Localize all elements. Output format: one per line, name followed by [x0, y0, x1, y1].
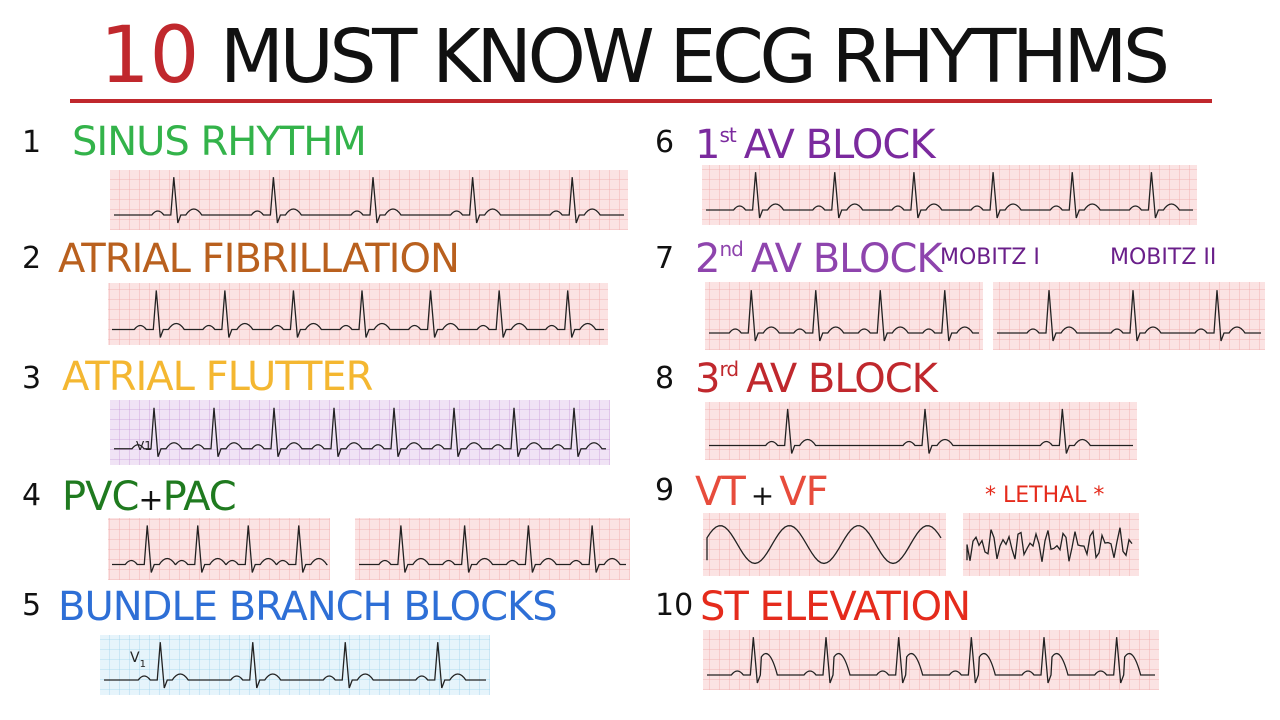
title: MUST KNOW ECG RHYTHMS [220, 14, 1170, 100]
annotation: MOBITZ I [940, 245, 1040, 270]
item-label: 1st AV BLOCK [695, 122, 937, 168]
ecg-trace [104, 642, 486, 689]
title-number: 10 [100, 11, 199, 101]
item-number: 5 [22, 588, 41, 623]
item-number: 1 [22, 125, 41, 160]
lead-label: V1 [136, 439, 152, 453]
item-number: 4 [22, 478, 41, 513]
ecg-trace [706, 525, 942, 565]
ecg-trace [997, 290, 1261, 342]
ecg-strip [963, 513, 1139, 576]
ecg-strip [703, 513, 946, 576]
annotation: MOBITZ II [1110, 245, 1216, 270]
item-label: 3rd AV BLOCK [695, 356, 940, 402]
ecg-trace [709, 408, 1133, 454]
item-number: 7 [655, 241, 674, 276]
ecg-strip [355, 518, 630, 580]
ecg-trace [359, 525, 626, 573]
item-number: 3 [22, 361, 41, 396]
item-label: BUNDLE BRANCH BLOCKS [58, 584, 557, 630]
ecg-trace [706, 172, 1193, 219]
item-number: 10 [655, 588, 693, 623]
item-label: ATRIAL FIBRILLATION [58, 236, 459, 282]
ecg-strip [110, 170, 628, 230]
ecg-strip [702, 165, 1197, 225]
item-label: SINUS RHYTHM [72, 119, 366, 165]
ecg-trace [114, 177, 624, 224]
ecg-trace [709, 290, 979, 342]
ecg-trace [114, 407, 606, 457]
item-number: 8 [655, 361, 674, 396]
item-label: ST ELEVATION [700, 584, 970, 630]
lead-label: V1 [130, 650, 146, 670]
ecg-trace [707, 637, 1155, 684]
ecg-strip [108, 283, 608, 345]
ecg-trace [112, 525, 328, 573]
item-label: 2nd AV BLOCK [695, 236, 944, 282]
item-label: ATRIAL FLUTTER [62, 354, 373, 400]
ecg-strip [705, 282, 983, 350]
item-number: 2 [22, 241, 41, 276]
item-number: 9 [655, 473, 674, 508]
item-label: VT + VF [695, 469, 828, 515]
annotation: * LETHAL * [985, 483, 1104, 508]
item-number: 6 [655, 125, 674, 160]
ecg-strip [705, 402, 1137, 460]
item-label: PVC+PAC [62, 474, 236, 520]
ecg-strip [110, 400, 610, 465]
ecg-trace [112, 290, 604, 338]
ecg-trace [966, 527, 1133, 562]
ecg-strip [993, 282, 1265, 350]
ecg-strip [703, 630, 1159, 690]
